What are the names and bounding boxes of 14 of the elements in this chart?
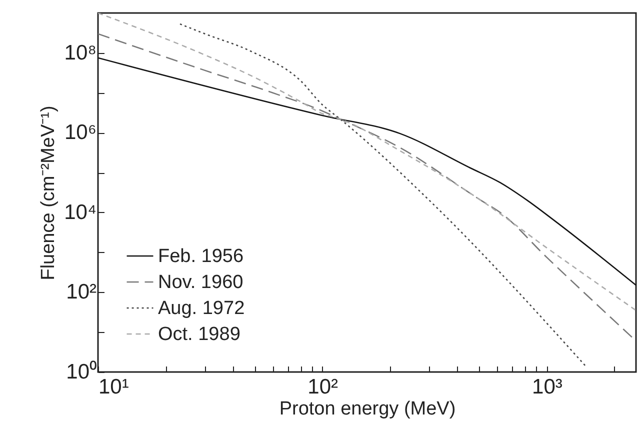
y-tick-label: 10² [66, 280, 96, 304]
legend-label: Feb. 1956 [158, 246, 244, 267]
x-axis-title: Proton energy (MeV) [279, 398, 456, 420]
x-tick-label: 10² [308, 376, 338, 398]
legend-label: Aug. 1972 [158, 298, 245, 319]
y-tick-label: 10⁴ [64, 200, 96, 224]
y-tick-label: 10⁶ [64, 121, 96, 144]
y-axis-title: Fluence (cm⁻²MeV⁻¹) [38, 106, 60, 280]
y-tick-label: 10⁰ [66, 360, 96, 384]
y-tick-label: 10⁸ [64, 41, 96, 64]
legend-label: Oct. 1989 [158, 324, 240, 345]
x-tick-label: 10³ [532, 376, 562, 398]
legend-label: Nov. 1960 [158, 272, 244, 293]
x-tick-label: 10¹ [98, 376, 129, 398]
